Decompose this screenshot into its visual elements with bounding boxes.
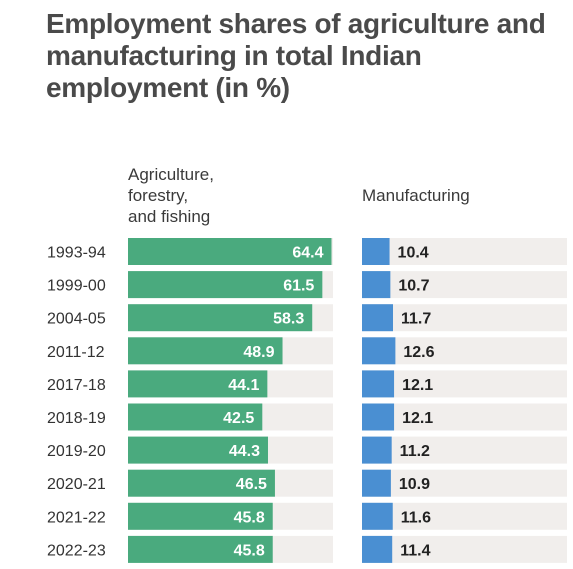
manufacturing-track [362, 436, 567, 464]
agriculture-bar [128, 535, 273, 563]
category-label: 2017-18 [47, 377, 106, 394]
manufacturing-track [362, 271, 567, 299]
manufacturing-value-label: 11.6 [401, 509, 431, 526]
manufacturing-value-label: 10.4 [398, 245, 429, 262]
category-label: 1999-00 [47, 278, 106, 295]
chart-title: Employment shares of agriculture and man… [46, 8, 546, 103]
category-label: 2019-20 [47, 443, 106, 460]
category-label: 2018-19 [47, 410, 106, 427]
agriculture-bar [128, 502, 273, 530]
manufacturing-value-label: 12.1 [402, 377, 433, 394]
agriculture-value-label: 46.5 [236, 476, 267, 493]
agriculture-value-label: 44.3 [229, 443, 260, 460]
category-label: 1993-94 [47, 245, 106, 262]
manufacturing-track [362, 370, 567, 398]
agriculture-value-label: 42.5 [223, 410, 254, 427]
agriculture-bar [128, 304, 313, 332]
manufacturing-column-header: Manufacturing [362, 186, 470, 205]
manufacturing-bar [362, 238, 390, 265]
agriculture-bar [128, 436, 268, 464]
manufacturing-track [362, 502, 567, 530]
agriculture-value-label: 44.1 [228, 377, 259, 394]
agriculture-column-header: Agriculture, forestry, and fishing [128, 165, 214, 226]
agriculture-bar [128, 403, 263, 431]
manufacturing-bar [362, 436, 392, 464]
agriculture-bar [128, 469, 275, 497]
agriculture-value-label: 64.4 [292, 245, 323, 262]
manufacturing-value-label: 10.9 [399, 476, 430, 493]
agriculture-value-label: 45.8 [234, 509, 265, 526]
manufacturing-bar [362, 469, 391, 497]
category-label: 2022-23 [47, 542, 106, 559]
category-label: 2011-12 [47, 344, 105, 361]
agriculture-value-label: 48.9 [243, 344, 274, 361]
manufacturing-track [362, 469, 567, 497]
manufacturing-track [362, 304, 567, 332]
manufacturing-track [362, 403, 567, 431]
manufacturing-bar [362, 403, 395, 431]
manufacturing-bar [362, 271, 391, 299]
manufacturing-value-label: 10.7 [398, 278, 429, 295]
manufacturing-value-label: 11.2 [400, 443, 430, 460]
agriculture-bar [128, 271, 323, 299]
agriculture-value-label: 61.5 [283, 278, 314, 295]
category-label: 2020-21 [47, 476, 106, 493]
agriculture-bar [128, 238, 332, 265]
manufacturing-track [362, 337, 567, 365]
manufacturing-value-label: 11.7 [401, 311, 431, 328]
agriculture-value-label: 58.3 [273, 311, 304, 328]
category-label: 2004-05 [47, 311, 106, 328]
manufacturing-bar [362, 370, 395, 398]
manufacturing-value-label: 12.6 [403, 344, 434, 361]
manufacturing-bar [362, 502, 393, 530]
agriculture-bar [128, 337, 283, 365]
manufacturing-bar [362, 337, 396, 365]
manufacturing-value-label: 12.1 [402, 410, 433, 427]
agriculture-bar [128, 370, 268, 398]
agriculture-value-label: 45.8 [234, 542, 265, 559]
manufacturing-bar [362, 304, 394, 332]
manufacturing-track [362, 535, 567, 563]
manufacturing-track [362, 238, 567, 265]
manufacturing-value-label: 11.4 [400, 542, 430, 559]
category-label: 2021-22 [47, 509, 106, 526]
manufacturing-bar [362, 535, 393, 563]
